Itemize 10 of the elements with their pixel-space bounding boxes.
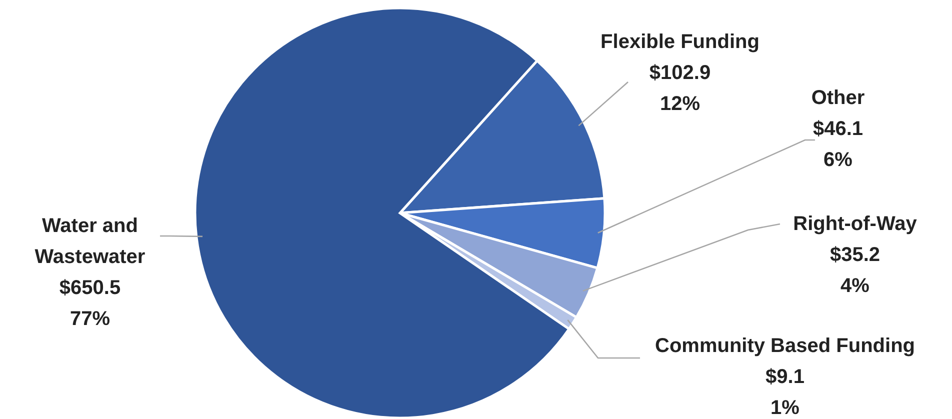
data-label: $46.1 6% <box>812 118 864 171</box>
slice-label: Right-of-Way <box>793 213 918 235</box>
data-label: $102.9 12% <box>649 62 711 115</box>
data-label: $35.2 4% <box>830 244 880 297</box>
slice-label: Water and Wastewater <box>34 215 146 268</box>
data-label: $650.5 77% <box>59 277 121 330</box>
data-label: $9.1 1% <box>766 366 804 419</box>
slice-label: Community Based Funding <box>655 335 915 357</box>
slice-label: Other <box>811 87 865 109</box>
slice-label: Flexible Funding <box>600 31 760 53</box>
